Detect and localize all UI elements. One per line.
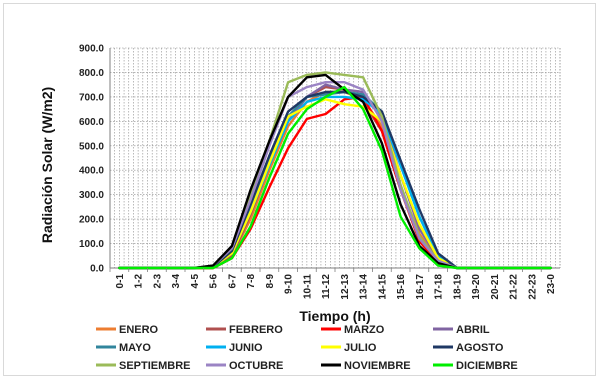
x-tick-label: 14-15 xyxy=(377,274,388,300)
x-tick-label: 20-21 xyxy=(490,274,501,300)
grid-lines xyxy=(109,47,561,269)
y-tick-label: 100.0 xyxy=(79,239,104,250)
legend-label: FEBRERO xyxy=(229,324,283,336)
legend-label: ENERO xyxy=(119,324,159,336)
legend-item: JULIO xyxy=(321,342,377,354)
x-tick-label: 0-1 xyxy=(115,274,126,289)
x-tick-label: 6-7 xyxy=(227,274,238,289)
legend: ENERO FEBRERO MARZO ABRIL MAYO JUNIO JULIO AGOS… xyxy=(96,324,518,372)
legend-label: MAYO xyxy=(119,342,151,354)
legend-label: JUNIO xyxy=(229,342,263,354)
x-tick-label: 19-20 xyxy=(471,274,482,300)
legend-item: DICIEMBRE xyxy=(433,360,518,372)
x-tick-label: 2-3 xyxy=(152,274,163,289)
x-tick-label: 13-14 xyxy=(359,274,370,300)
legend-label: ABRIL xyxy=(456,324,490,336)
series-lines xyxy=(118,71,552,270)
legend-item: ENERO xyxy=(96,324,159,336)
y-tick-label: 500.0 xyxy=(79,141,104,152)
legend-item: MAYO xyxy=(96,342,151,354)
series-line-diciembre xyxy=(118,85,552,270)
legend-item: NOVIEMBRE xyxy=(321,360,411,372)
x-tick-label: 8-9 xyxy=(265,274,276,289)
y-tick-label: 300.0 xyxy=(79,190,104,201)
y-tick-label: 900.0 xyxy=(79,44,104,55)
legend-item: OCTUBRE xyxy=(206,360,283,372)
y-tick-label: 400.0 xyxy=(79,166,104,177)
x-axis-title: Tiempo (h) xyxy=(299,308,370,324)
legend-item: SEPTIEMBRE xyxy=(96,360,191,372)
y-axis-ticks: 0.0 100.0 200.0 300.0 400.0 500.0 600.0 700.0 80… xyxy=(79,44,104,275)
x-tick-label: 1-2 xyxy=(134,274,145,289)
x-tick-label: 3-4 xyxy=(171,274,182,289)
x-axis-ticks: 0-1 1-2 2-3 3-4 4-5 5-6 6-7 7-8 8-9 9-10 10-11 11-1… xyxy=(109,268,557,300)
x-tick-label: 18-19 xyxy=(452,274,463,300)
legend-item: MARZO xyxy=(321,324,385,336)
y-tick-label: 600.0 xyxy=(79,117,104,128)
y-tick-label: 800.0 xyxy=(79,68,104,79)
x-tick-label: 15-16 xyxy=(396,274,407,300)
y-tick-label: 200.0 xyxy=(79,215,104,226)
legend-label: DICIEMBRE xyxy=(456,360,518,372)
x-tick-label: 17-18 xyxy=(434,274,445,300)
x-tick-label: 9-10 xyxy=(284,274,295,294)
legend-item: JUNIO xyxy=(206,342,263,354)
legend-item: FEBRERO xyxy=(206,324,283,336)
x-tick-label: 5-6 xyxy=(209,274,220,289)
x-tick-label: 12-13 xyxy=(340,274,351,300)
x-tick-label: 21-22 xyxy=(509,274,520,300)
x-tick-label: 4-5 xyxy=(190,274,201,289)
x-tick-label: 11-12 xyxy=(321,274,332,299)
x-tick-label: 10-11 xyxy=(302,274,313,299)
x-tick-label: 7-8 xyxy=(246,274,257,289)
legend-label: AGOSTO xyxy=(456,342,504,354)
y-tick-label: 700.0 xyxy=(79,92,104,103)
x-tick-label: 22-23 xyxy=(527,274,538,300)
y-tick-label: 0.0 xyxy=(90,264,104,275)
x-tick-label: 16-17 xyxy=(415,274,426,300)
legend-label: JULIO xyxy=(344,342,377,354)
legend-item: AGOSTO xyxy=(433,342,504,354)
y-axis-title: Radiación Solar (W/m2) xyxy=(39,87,55,243)
legend-label: OCTUBRE xyxy=(229,360,283,372)
x-tick-label: 23-0 xyxy=(546,274,557,294)
legend-label: MARZO xyxy=(344,324,385,336)
legend-label: NOVIEMBRE xyxy=(344,360,411,372)
legend-item: ABRIL xyxy=(433,324,490,336)
legend-label: SEPTIEMBRE xyxy=(119,360,191,372)
